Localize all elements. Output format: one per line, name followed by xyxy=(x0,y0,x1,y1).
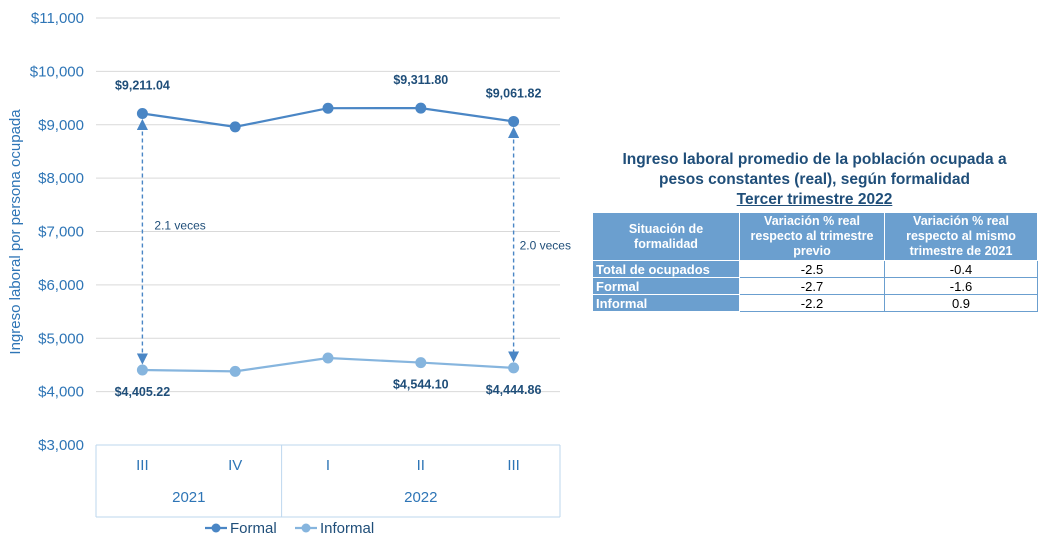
row-var-prev: -2.2 xyxy=(739,294,885,312)
x-tick-label: III xyxy=(507,457,520,474)
data-label: $4,405.22 xyxy=(115,385,171,399)
row-label: Total de ocupados xyxy=(592,260,740,278)
row-var-year: -0.4 xyxy=(884,260,1038,278)
gridlines xyxy=(96,17,560,446)
data-label: $4,444.86 xyxy=(486,383,542,397)
table-subtitle: Tercer trimestre 2022 xyxy=(736,191,893,208)
series xyxy=(136,102,520,377)
row-var-year: 0.9 xyxy=(884,294,1038,312)
data-point-informal xyxy=(322,352,334,364)
y-axis-ticks: $3,000 $4,000 $5,000 $6,000 $7,000 $8,000 $9,0… xyxy=(30,10,84,454)
data-labels: $9,211.04 $9,311.80 $9,061.82 $4,405.22 $4,5… xyxy=(115,73,542,399)
data-point-informal xyxy=(229,365,241,377)
data-point-formal xyxy=(415,102,427,114)
annotations: 2.1 veces 2.0 veces xyxy=(136,118,571,365)
y-tick-label: $4,000 xyxy=(38,384,84,401)
y-tick-label: $7,000 xyxy=(38,224,84,241)
x-tick-label: I xyxy=(326,457,330,474)
data-point-informal xyxy=(508,362,520,374)
row-var-year: -1.6 xyxy=(884,277,1038,295)
data-point-formal xyxy=(229,121,241,133)
table-title-line2: pesos constantes (real), según formalida… xyxy=(659,171,970,188)
y-axis-label: Ingreso laboral por persona ocupada xyxy=(7,109,24,355)
data-label: $9,211.04 xyxy=(115,78,170,92)
variation-table: Situación de formalidad Variación % real… xyxy=(592,212,1038,312)
data-point-informal xyxy=(415,357,427,369)
x-tick-label: III xyxy=(136,457,149,474)
legend-label: Informal xyxy=(320,520,374,537)
year-group-label: 2021 xyxy=(172,489,205,506)
y-tick-label: $8,000 xyxy=(38,170,84,187)
ratio-annotation: 2.1 veces xyxy=(154,219,205,233)
line-chart: $3,000 $4,000 $5,000 $6,000 $7,000 $8,000 $9,0… xyxy=(7,10,571,537)
table-title: Ingreso laboral promedio de la población… xyxy=(592,150,1037,210)
legend-marker-formal xyxy=(211,523,221,533)
table-header-row: Situación de formalidad Variación % real… xyxy=(592,212,1038,261)
y-tick-label: $5,000 xyxy=(38,330,84,347)
formality-table-block: Ingreso laboral promedio de la población… xyxy=(592,150,1038,312)
year-group-label: 2022 xyxy=(404,489,437,506)
y-tick-label: $10,000 xyxy=(30,63,84,80)
table-title-line1: Ingreso laboral promedio de la población… xyxy=(622,151,1007,168)
data-label: $4,544.10 xyxy=(393,378,449,392)
row-label: Formal xyxy=(592,277,740,295)
table-row: Total de ocupados -2.5 -0.4 xyxy=(592,260,1038,278)
data-point-formal xyxy=(322,102,334,114)
row-label: Informal xyxy=(592,294,740,312)
data-point-informal xyxy=(136,364,148,376)
y-tick-label: $3,000 xyxy=(38,437,84,454)
row-var-prev: -2.5 xyxy=(739,260,885,278)
table-row: Formal -2.7 -1.6 xyxy=(592,277,1038,295)
data-point-formal xyxy=(136,107,148,119)
y-tick-label: $9,000 xyxy=(38,117,84,134)
header-var-year: Variación % real respecto al mismo trime… xyxy=(884,212,1038,261)
data-point-formal xyxy=(508,115,520,127)
x-tick-label: II xyxy=(417,457,425,474)
y-tick-label: $11,000 xyxy=(31,10,84,27)
data-label: $9,311.80 xyxy=(393,73,448,87)
data-label: $9,061.82 xyxy=(486,86,542,100)
y-tick-label: $6,000 xyxy=(38,277,84,294)
legend: Formal Informal xyxy=(205,520,374,537)
ratio-annotation: 2.0 veces xyxy=(520,239,571,253)
x-tick-label: IV xyxy=(228,457,242,474)
table-row: Informal -2.2 0.9 xyxy=(592,294,1038,312)
header-situacion: Situación de formalidad xyxy=(592,212,740,261)
legend-marker-informal xyxy=(301,523,311,533)
row-var-prev: -2.7 xyxy=(739,277,885,295)
header-var-prev: Variación % real respecto al trimestre p… xyxy=(739,212,885,261)
legend-label: Formal xyxy=(230,520,277,537)
